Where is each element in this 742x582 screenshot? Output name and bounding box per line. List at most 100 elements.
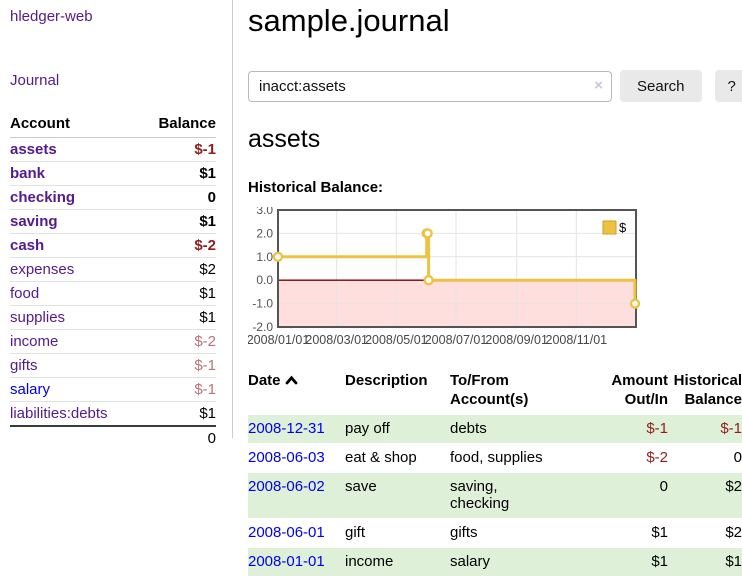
description-column-header: Description	[345, 372, 428, 389]
sort-ascending-icon	[285, 371, 298, 390]
transaction-accounts: debts	[450, 415, 591, 444]
transaction-amount: $1	[591, 518, 668, 548]
accounts-total-row: 0	[10, 425, 216, 450]
account-row: saving $1	[10, 209, 216, 234]
account-row: supplies $1	[10, 305, 216, 330]
account-link[interactable]: checking	[10, 189, 76, 206]
svg-text:-1.0: -1.0	[252, 297, 273, 311]
balance-column-header: Historical Balance	[673, 372, 742, 408]
help-button[interactable]: ?	[714, 70, 742, 102]
account-link[interactable]: liabilities:debts	[10, 405, 108, 422]
balance-chart-svg: $3.0 2.0 1.0 0.0 -1.0 -2.02008/01/012008/03/0…	[247, 203, 641, 347]
date-column-header[interactable]: Date	[248, 369, 345, 415]
search-button[interactable]: Search	[620, 70, 702, 102]
register-row: 2008-06-02 save saving, checking 0 $2	[248, 472, 742, 519]
register-header-row: Date Description To/From Account(s) Amou…	[248, 369, 742, 415]
svg-text:2008/03/01: 2008/03/01	[305, 333, 368, 347]
account-link[interactable]: cash	[10, 237, 45, 254]
account-link[interactable]: saving	[10, 213, 58, 230]
account-link[interactable]: salary	[10, 381, 51, 398]
account-balance: $1	[139, 401, 216, 427]
accounts-column-header: To/From Account(s)	[450, 372, 529, 408]
svg-text:2008/11/01: 2008/11/01	[546, 333, 608, 347]
svg-text:3.0: 3.0	[256, 207, 273, 217]
accounts-total-balance: 0	[139, 425, 216, 450]
svg-text:2008/01/01: 2008/01/01	[248, 333, 309, 347]
svg-text:2008/07/01: 2008/07/01	[425, 333, 488, 347]
account-balance: $-2	[139, 233, 216, 258]
register-table: Date Description To/From Account(s) Amou…	[248, 369, 742, 577]
transaction-date-link[interactable]: 2008-01-01	[248, 553, 325, 570]
transaction-amount: $-1	[591, 415, 668, 444]
accounts-header-row: Account Balance	[10, 111, 216, 138]
account-row: assets $-1	[10, 137, 216, 162]
transaction-accounts: gifts	[450, 518, 591, 548]
account-link[interactable]: supplies	[10, 309, 66, 326]
account-balance: $-1	[139, 353, 216, 378]
brand-link[interactable]: hledger-web	[10, 8, 93, 25]
sidebar: hledger-web Journal Account Balance asse…	[0, 0, 233, 582]
transaction-amount: $-2	[591, 443, 668, 473]
svg-text:1.0: 1.0	[256, 250, 273, 264]
transaction-balance: 0	[668, 443, 742, 473]
transaction-description: eat & shop	[345, 443, 450, 473]
account-link[interactable]: food	[10, 285, 40, 302]
register-row: 2008-06-01 gift gifts $1 $2	[248, 518, 742, 548]
transaction-date-link[interactable]: 2008-06-02	[248, 478, 325, 495]
account-balance: $1	[139, 209, 216, 234]
journal-link[interactable]: Journal	[10, 72, 60, 89]
account-row: food $1	[10, 281, 216, 306]
account-link[interactable]: gifts	[10, 357, 38, 374]
account-balance: $-1	[139, 137, 216, 162]
legend-swatch	[602, 220, 617, 235]
app-brand: hledger-web	[10, 8, 225, 26]
account-balance: 0	[139, 185, 216, 210]
account-row: bank $1	[10, 161, 216, 186]
transaction-description: gift	[345, 518, 450, 548]
account-column-header: Account	[10, 111, 140, 138]
account-link[interactable]: income	[10, 333, 59, 350]
transaction-accounts: saving, checking	[450, 472, 591, 519]
svg-text:2.0: 2.0	[256, 226, 273, 240]
account-row: salary $-1	[10, 377, 216, 402]
sidebar-divider	[232, 0, 233, 438]
transaction-description: pay off	[345, 415, 450, 444]
account-link[interactable]: bank	[10, 165, 46, 182]
clear-search-icon[interactable]: ×	[594, 76, 603, 94]
register-row: 2008-01-01 income salary $1 $1	[248, 547, 742, 577]
chart-title: Historical Balance:	[248, 179, 384, 196]
transaction-date-link[interactable]: 2008-06-03	[248, 449, 325, 466]
historical-balance-chart: $3.0 2.0 1.0 0.0 -1.0 -2.0 2008/01/01 2008/03/0…	[247, 203, 644, 349]
account-row: income $-2	[10, 329, 216, 354]
transaction-balance: $2	[668, 518, 742, 548]
transaction-balance: $2	[668, 472, 742, 519]
svg-text:2008/09/01: 2008/09/01	[485, 333, 548, 347]
balance-column-header: Balance	[139, 111, 216, 138]
legend-label: $	[619, 220, 627, 235]
transaction-accounts: salary	[450, 547, 591, 577]
account-row: liabilities:debts $1	[10, 401, 216, 427]
transaction-balance: $1	[668, 547, 742, 577]
page-title: sample.journal	[248, 3, 450, 38]
search-input[interactable]	[248, 70, 612, 102]
transaction-date-link[interactable]: 2008-06-01	[248, 524, 325, 541]
account-balance: $1	[139, 305, 216, 330]
transaction-description: save	[345, 472, 450, 519]
main-content: sample.journal × Search ? assets Histori…	[233, 0, 742, 582]
account-balance: $1	[139, 281, 216, 306]
transaction-amount: $1	[591, 547, 668, 577]
account-balance: $-1	[139, 377, 216, 402]
account-link[interactable]: assets	[10, 141, 57, 158]
transaction-accounts: food, supplies	[450, 443, 591, 473]
amount-column-header: Amount Out/In	[611, 372, 668, 408]
search-bar: × Search ?	[248, 70, 742, 102]
account-link[interactable]: expenses	[10, 261, 75, 278]
accounts-table: Account Balance assets $-1 bank $1 checking 0…	[10, 111, 216, 450]
account-row: cash $-2	[10, 233, 216, 258]
transaction-date-link[interactable]: 2008-12-31	[248, 420, 325, 437]
nav-journal: Journal	[10, 72, 225, 90]
account-heading: assets	[248, 125, 321, 153]
account-row: gifts $-1	[10, 353, 216, 378]
svg-text:-2.0: -2.0	[252, 320, 273, 334]
